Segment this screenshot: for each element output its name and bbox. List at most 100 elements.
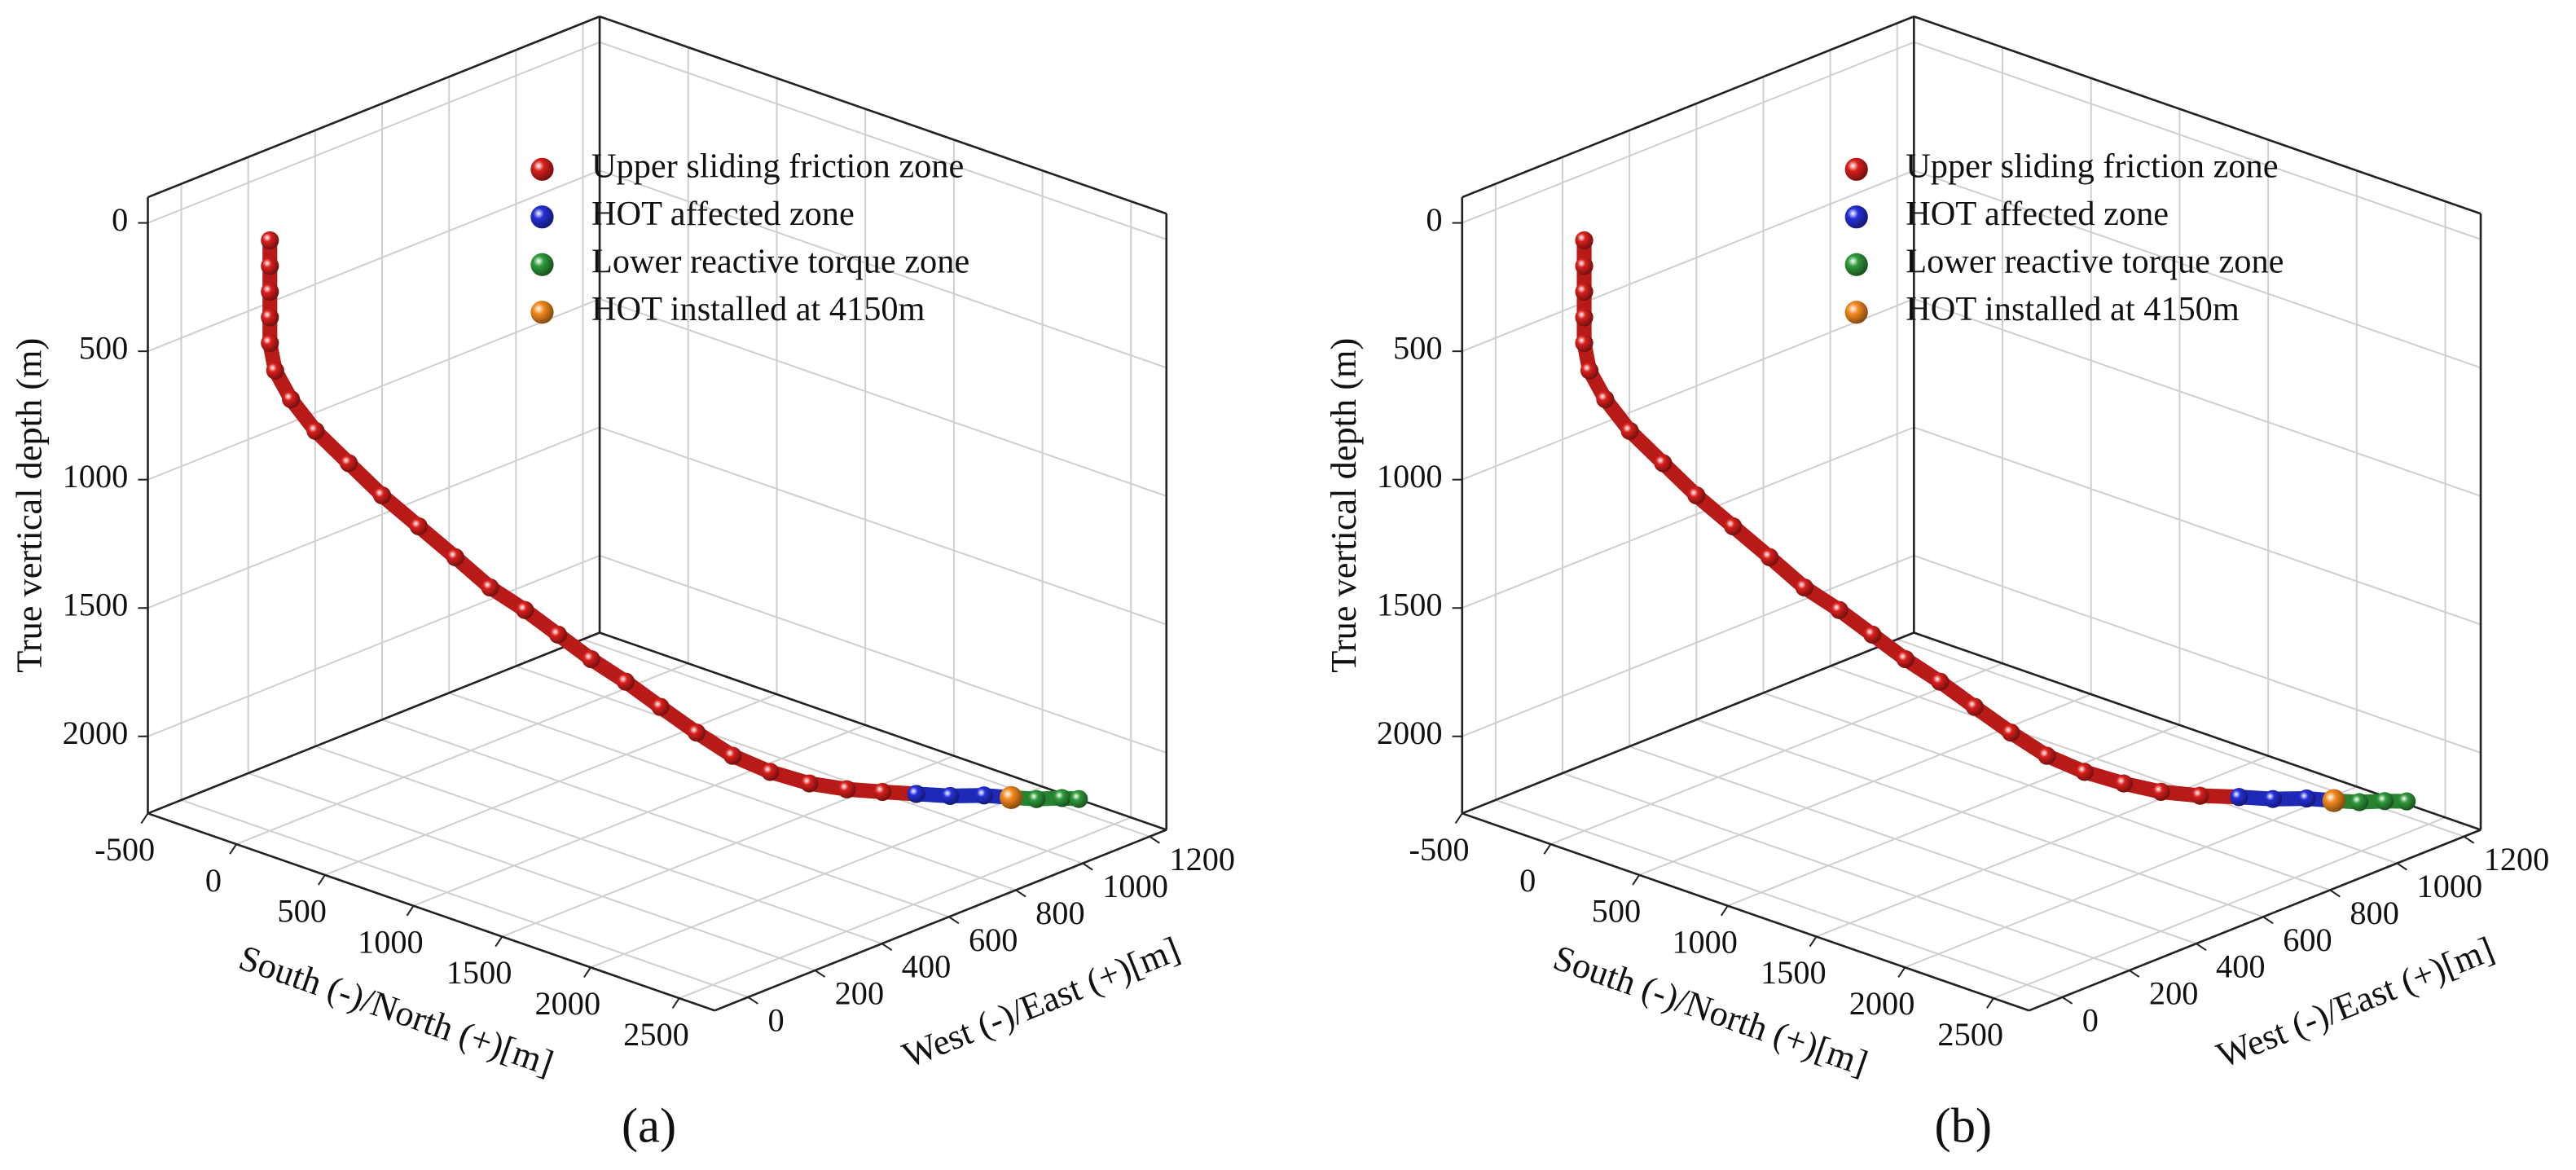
data-point [2376, 792, 2394, 811]
x-tick-label: 0 [1519, 862, 1536, 899]
legend-label: Lower reactive torque zone [1906, 242, 2284, 280]
data-point [1575, 333, 1594, 353]
y-tick-label: 200 [835, 975, 884, 1012]
trajectory-line [2326, 793, 2415, 810]
grid-line [1629, 746, 2197, 945]
grid-line [1993, 816, 2446, 1000]
tick-mark [2463, 835, 2475, 844]
box-edge [714, 829, 1167, 1012]
data-point [616, 672, 635, 691]
tick-mark [1543, 843, 1552, 855]
x-tick-label: 0 [205, 862, 222, 899]
grid-line [314, 746, 882, 945]
data-point [2398, 792, 2416, 811]
data-point [2191, 786, 2209, 805]
legend-marker [530, 205, 554, 229]
x-tick-label: 500 [277, 893, 327, 930]
tick-mark [229, 843, 238, 855]
legend-marker [1844, 301, 1868, 324]
tick-mark [1809, 935, 1818, 948]
data-point [481, 578, 499, 597]
data-point [2297, 789, 2316, 808]
z-tick-label: 2000 [1377, 715, 1443, 751]
grid-line [413, 724, 866, 907]
tick-mark [317, 874, 326, 886]
data-point [266, 361, 284, 380]
data-point [2152, 782, 2170, 801]
data-point [974, 786, 993, 805]
data-point [409, 517, 429, 536]
box-edge [2028, 829, 2481, 1012]
x-tick-label: 2000 [1849, 985, 1915, 1022]
grid-line [1695, 719, 2264, 918]
legend-marker [1844, 157, 1868, 181]
grid-line [516, 665, 1084, 864]
data-point [1654, 454, 1673, 473]
grid-line [1462, 41, 1914, 224]
legend-marker [1844, 253, 1868, 276]
x-tick-label: 1500 [1761, 954, 1826, 991]
grid-line [324, 693, 777, 876]
data-point [261, 308, 279, 327]
tick-mark [1720, 905, 1729, 917]
data-point [1070, 790, 1088, 808]
data-point [2038, 746, 2056, 765]
grid-line [248, 772, 815, 971]
legend-label: HOT affected zone [591, 195, 855, 233]
grid-line [147, 41, 600, 224]
data-point [372, 486, 392, 505]
tick-mark [2129, 970, 2140, 978]
y-tick-label: 800 [2350, 895, 2399, 931]
box-edge [147, 15, 600, 199]
data-point [941, 786, 960, 806]
box-edge [147, 631, 600, 815]
grid-line [1727, 724, 2180, 907]
box-edge [1913, 15, 2481, 215]
tick-mark [495, 935, 503, 948]
data-point [907, 785, 925, 803]
y-tick-label: 1000 [1102, 868, 1168, 904]
data-point [2350, 793, 2369, 812]
legend-label: Upper sliding friction zone [1906, 147, 2278, 186]
x-tick-label: 2000 [534, 985, 600, 1022]
data-point [446, 548, 464, 566]
z-tick-label: 500 [1393, 329, 1443, 366]
data-point [1575, 231, 1594, 250]
data-point [651, 697, 670, 716]
y-tick-label: 400 [902, 948, 952, 985]
panel: 0500100015002000-50005001000150020002500… [1323, 15, 2549, 1153]
y-tick-label: 600 [2283, 921, 2332, 958]
legend-marker [1844, 205, 1868, 229]
legend-label: HOT affected zone [1906, 195, 2169, 233]
data-point [1575, 282, 1594, 301]
data-point [1931, 672, 1950, 691]
tick-mark [1986, 997, 1994, 1009]
y-tick-label: 600 [969, 921, 1018, 958]
data-point [687, 724, 706, 742]
grid-line [1562, 772, 2130, 971]
data-point [1896, 649, 1914, 669]
x-tick-label: -500 [95, 831, 155, 868]
legend-marker [530, 301, 554, 324]
data-point [2322, 789, 2345, 812]
data-point [1795, 578, 1813, 597]
tick-mark [1149, 835, 1160, 844]
panel: 0500100015002000-50005001000150020002500… [9, 15, 1235, 1153]
data-point [1830, 600, 1848, 619]
grid-line [147, 426, 600, 609]
x-tick-label: 1000 [1672, 923, 1738, 960]
tick-mark [814, 970, 826, 978]
y-tick-label: 1000 [2417, 868, 2483, 904]
y-tick-label: 1200 [1169, 841, 1235, 878]
grid-line [590, 785, 1043, 969]
y-tick-label: 800 [1035, 895, 1085, 931]
grid-line [599, 297, 1167, 497]
x-tick-label: 500 [1592, 893, 1642, 930]
legend-label: Lower reactive torque zone [591, 242, 969, 280]
data-point [1575, 308, 1594, 327]
data-point [2075, 763, 2094, 781]
y-tick-label: 400 [2216, 948, 2266, 985]
grid-line [1904, 785, 2358, 969]
data-point [261, 257, 279, 275]
x-tick-label: 2500 [623, 1016, 689, 1053]
